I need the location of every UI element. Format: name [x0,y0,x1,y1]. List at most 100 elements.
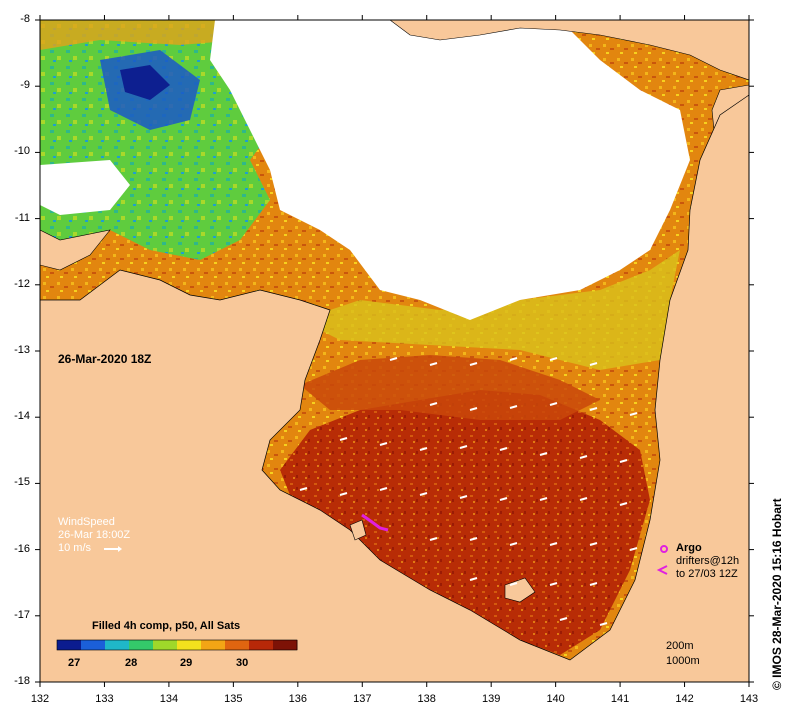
colorbar-swatch [57,640,82,650]
wind-vector [429,402,438,406]
wind-vector [579,497,588,501]
colorbar-swatch [225,640,250,650]
x-tick-label: 133 [95,693,114,705]
x-tick-label: 138 [417,693,436,705]
argo-label: Argo [676,542,702,554]
wind-vector [549,402,558,406]
wind-vector [379,487,388,491]
wind-vector [599,622,608,626]
x-tick-label: 140 [546,693,565,705]
land-west [40,94,749,682]
y-tick-label: -17 [14,608,30,621]
x-tick-label: 134 [159,693,179,705]
x-axis-ticks [39,15,750,687]
y-tick-label: -10 [14,145,30,158]
warm-core [280,390,650,655]
argo-symbol [660,545,668,553]
wind-vector [469,537,478,541]
wind-vector [619,459,628,463]
wind-vector [549,357,558,361]
warm-band [300,355,600,420]
colorbar-swatch [105,640,130,650]
colorbar-swatch [273,640,298,650]
wind-vector [379,442,388,446]
wind-vector [589,582,598,586]
date-label: 26-Mar-2020 18Z [58,352,152,366]
wind-vector [339,437,348,441]
wind-vector [419,447,428,451]
x-tick-label: 137 [353,693,372,705]
y-tick-label: -12 [14,277,30,290]
wind-vector [629,547,638,551]
wind-vectors [299,357,638,626]
wind-vector [469,362,478,366]
land-north [389,20,749,81]
y-tick-label: -13 [14,344,30,356]
wind-vector [299,487,308,491]
wind-legend-scale: 10 m/s [58,542,92,554]
wind-vector [509,357,518,361]
colorbar-frame [56,639,298,651]
wind-vector [509,542,518,546]
y-tick-label: -16 [14,542,30,555]
x-tick-label: 143 [739,693,759,705]
wind-vector [499,447,508,451]
y-tick-label: -11 [14,211,30,224]
wind-vector [549,582,558,586]
colorbar-tick-label: 30 [236,657,249,669]
colorbar-swatch [153,640,178,650]
wind-vector [619,502,628,506]
wind-vector [419,492,428,496]
credit-label: © IMOS 28-Mar-2020 15:16 Hobart [770,498,784,690]
contour-200m: 200m [666,640,694,652]
wind-vector [509,405,518,409]
wind-vector [469,577,478,581]
wind-vector [339,492,348,496]
contour-1000m: 1000m [666,655,700,667]
x-tick-label: 142 [675,693,694,705]
drifter-symbol [656,565,668,575]
drifters-label-1: drifters@12h [676,555,740,567]
colorbar [57,640,298,650]
wind-vector [499,497,508,501]
colorbar-tick-label: 28 [125,657,138,669]
wind-vector [589,362,598,366]
wind-vector [459,445,468,449]
y-tick-label: -15 [14,476,30,489]
colorbar-tick-label: 29 [180,657,193,669]
y-tick-label: -14 [14,410,30,423]
y-axis-ticks [35,19,754,683]
y-tick-label: -9 [20,79,30,92]
wind-vector [389,357,398,361]
wind-legend-title: WindSpeed [58,516,115,528]
colorbar-swatch [177,640,202,650]
wind-vector [579,455,588,459]
colorbar-swatch [81,640,106,650]
wind-vector [469,407,478,411]
wind-vector [509,582,518,586]
x-tick-label: 139 [481,693,501,705]
wind-vector [549,542,558,546]
wind-vector [589,407,598,411]
wind-vector [589,542,598,546]
x-tick-label: 135 [224,693,243,705]
y-tick-label: -18 [14,675,30,687]
wind-vector [559,617,568,621]
cloud-area [210,20,690,320]
x-tick-label: 141 [610,693,630,705]
drifter-track [361,513,389,532]
y-tick-label: -8 [20,13,30,25]
wind-vector [539,497,548,501]
wind-vector [429,537,438,541]
colorbar-swatch [249,640,274,650]
colorbar-tick-label: 27 [68,657,81,669]
colorbar-swatch [201,640,226,650]
wind-vector [629,412,638,416]
drifters-label-2: to 27/03 12Z [676,568,738,580]
wind-vector [459,495,468,499]
colorbar-title: Filled 4h comp, p50, All Sats [92,620,241,632]
x-tick-label: 136 [288,693,307,705]
wind-vector [429,362,438,366]
x-tick-label: 132 [30,693,50,705]
